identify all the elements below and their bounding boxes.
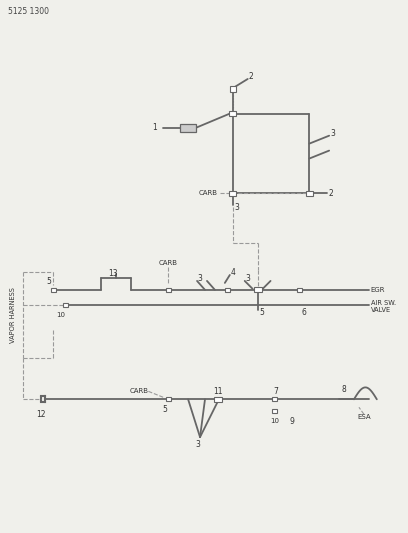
Text: 4: 4 [231,269,236,278]
Bar [272,397,277,401]
Text: 3: 3 [195,440,200,449]
Text: 7: 7 [273,387,278,396]
Bar [166,397,171,401]
Bar [229,191,236,196]
Text: 5: 5 [47,277,51,286]
Bar [297,288,302,292]
Bar [51,288,55,292]
Text: 3: 3 [235,203,239,212]
Bar [229,111,236,116]
Text: 2: 2 [249,72,253,82]
Text: VAPOR HARNESS: VAPOR HARNESS [10,287,16,343]
Text: CARB: CARB [199,190,218,196]
Bar [254,287,262,293]
Text: 10: 10 [270,418,279,424]
Bar [166,288,171,292]
Text: 5: 5 [259,308,264,317]
Bar [225,288,231,292]
Text: 8: 8 [341,385,346,394]
Text: EGR: EGR [371,287,386,293]
Bar [214,397,222,402]
Text: 5125 1300: 5125 1300 [8,7,49,16]
Text: AIR SW.: AIR SW. [371,300,396,306]
Text: VALVE: VALVE [371,307,391,313]
Bar [230,86,236,92]
Text: CARB: CARB [159,260,178,266]
Text: 6: 6 [302,308,306,317]
Text: 10: 10 [56,312,65,318]
Text: 11: 11 [213,387,223,396]
Text: 2: 2 [328,189,333,198]
Text: 3: 3 [197,274,202,284]
Bar [306,191,313,196]
Text: 3: 3 [330,129,335,138]
Text: 9: 9 [289,417,294,426]
Text: 1: 1 [153,123,157,132]
Text: ESA: ESA [357,414,371,420]
Text: 12: 12 [36,410,46,419]
Bar [64,303,69,307]
Text: 5: 5 [162,405,167,414]
Bar [272,409,277,413]
Text: 13: 13 [109,270,118,278]
Bar [180,124,196,132]
Text: CARB: CARB [129,389,149,394]
Text: 3: 3 [246,274,251,284]
